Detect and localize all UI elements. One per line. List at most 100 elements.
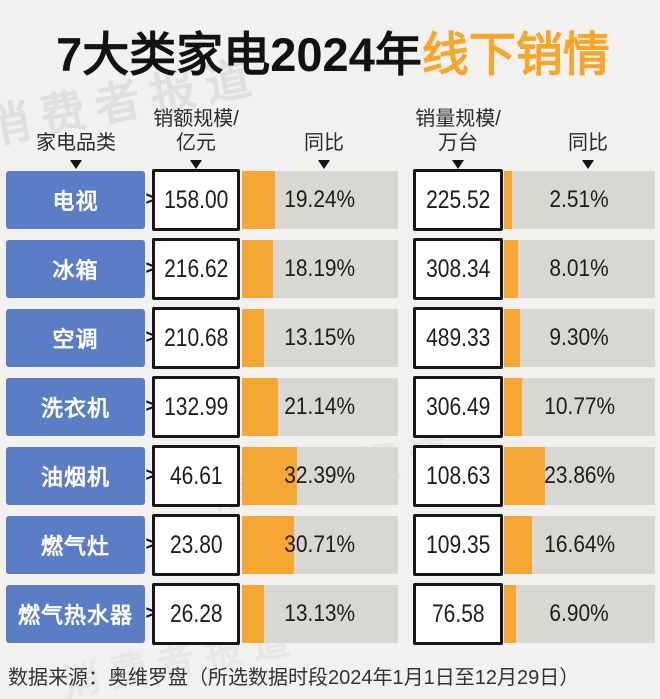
volume-yoy-bar-fill — [504, 171, 512, 229]
table-row: 空调 > 210.68 13.15% 489.33 9.30% — [0, 307, 660, 369]
volume-yoy-label: 2.51% — [549, 186, 610, 213]
table-row: 油烟机 > 46.61 32.39% 108.63 23.86% — [0, 445, 660, 507]
sales-volume-header-line2: 万台 — [438, 132, 478, 154]
value-yoy-bar-fill — [242, 447, 297, 505]
table-row: 冰箱 > 216.62 18.19% 308.34 8.01% — [0, 238, 660, 300]
sales-volume: 308.34 — [425, 254, 491, 283]
sales-volume: 108.63 — [425, 461, 491, 490]
sales-volume-box: 76.58 — [413, 583, 503, 645]
volume-yoy-bar: 10.77% — [504, 378, 655, 436]
arrow-right-icon: > — [145, 327, 157, 348]
volume-yoy-bar: 8.01% — [504, 240, 655, 298]
sales-volume-header-line1: 销量规模/ — [415, 108, 501, 130]
sales-volume: 306.49 — [425, 392, 491, 421]
sales-volume: 225.52 — [425, 185, 491, 214]
volume-yoy-label: 8.01% — [549, 255, 610, 282]
value-yoy-bar: 21.14% — [242, 378, 398, 436]
data-source-note: 数据来源：奥维罗盘（所选数据时段2024年1月1日至12月29日） — [8, 667, 580, 689]
category-box: 油烟机 — [6, 447, 145, 505]
value-yoy-bar: 32.39% — [242, 447, 398, 505]
value-yoy-label: 32.39% — [284, 462, 356, 489]
category-label: 冰箱 — [52, 258, 99, 283]
arrow-right-icon: > — [145, 258, 157, 279]
triangle-down-icon — [70, 160, 82, 169]
value-yoy-bar-fill — [242, 516, 294, 574]
sales-value: 26.28 — [169, 599, 223, 628]
sales-value-box: 132.99 — [152, 376, 240, 438]
category-label: 洗衣机 — [40, 396, 110, 421]
value-yoy-bar-fill — [242, 171, 275, 229]
sales-value: 210.68 — [163, 323, 229, 352]
value-yoy-label: 19.24% — [284, 186, 356, 213]
volume-yoy-label: 9.30% — [549, 324, 610, 351]
value-yoy-bar-fill — [242, 240, 273, 298]
sales-value: 132.99 — [163, 392, 229, 421]
category-box: 燃气热水器 — [6, 585, 145, 643]
sales-value-header-line1: 销额规模/ — [153, 108, 239, 130]
value-yoy-bar-fill — [242, 585, 264, 643]
value-yoy-bar-fill — [242, 378, 278, 436]
category-box: 洗衣机 — [6, 378, 145, 436]
sales-value-box: 216.62 — [152, 238, 240, 300]
sales-volume: 76.58 — [431, 599, 485, 628]
value-yoy-bar: 18.19% — [242, 240, 398, 298]
sales-value: 216.62 — [163, 254, 229, 283]
column-header-volume-yoy: 同比 — [568, 132, 608, 154]
volume-yoy-label: 10.77% — [544, 393, 615, 420]
value-yoy-label: 13.15% — [284, 324, 356, 351]
table-row: 燃气灶 > 23.80 30.71% 109.35 16.64% — [0, 514, 660, 576]
sales-value: 158.00 — [163, 185, 229, 214]
triangle-down-icon — [318, 160, 330, 169]
value-yoy-label: 18.19% — [284, 255, 356, 282]
sales-volume: 489.33 — [425, 323, 491, 352]
sales-volume-box: 109.35 — [413, 514, 503, 576]
volume-yoy-bar-fill — [504, 447, 545, 505]
volume-yoy-bar-fill — [504, 240, 518, 298]
volume-yoy-bar-fill — [504, 309, 520, 367]
table-row: 燃气热水器 > 26.28 13.13% 76.58 6.90% — [0, 583, 660, 645]
value-yoy-label: 13.13% — [284, 600, 356, 627]
arrow-right-icon: > — [145, 465, 157, 486]
category-box: 空调 — [6, 309, 145, 367]
category-label: 燃气热水器 — [17, 603, 133, 628]
column-header-category: 家电品类 — [36, 132, 116, 154]
volume-yoy-bar: 23.86% — [504, 447, 655, 505]
sales-volume-box: 108.63 — [413, 445, 503, 507]
sales-value: 46.61 — [169, 461, 223, 490]
category-label: 电视 — [52, 189, 99, 214]
arrow-right-icon: > — [145, 603, 157, 624]
arrow-right-icon: > — [145, 396, 157, 417]
sales-volume-box: 489.33 — [413, 307, 503, 369]
title-black-part: 7大类家电2024年 — [56, 28, 422, 81]
value-yoy-bar-fill — [242, 309, 264, 367]
volume-yoy-bar: 9.30% — [504, 309, 655, 367]
value-yoy-label: 21.14% — [284, 393, 356, 420]
category-box: 燃气灶 — [6, 516, 145, 574]
volume-yoy-bar: 16.64% — [504, 516, 655, 574]
category-label: 燃气灶 — [40, 534, 110, 559]
value-yoy-bar: 30.71% — [242, 516, 398, 574]
table-row: 洗衣机 > 132.99 21.14% 306.49 10.77% — [0, 376, 660, 438]
volume-yoy-bar-fill — [504, 585, 516, 643]
category-box: 电视 — [6, 171, 145, 229]
sales-volume-box: 308.34 — [413, 238, 503, 300]
value-yoy-bar: 13.13% — [242, 585, 398, 643]
volume-yoy-label: 23.86% — [544, 462, 615, 489]
column-header-value-yoy: 同比 — [304, 132, 344, 154]
value-yoy-label: 30.71% — [284, 531, 356, 558]
sales-volume-box: 225.52 — [413, 169, 503, 231]
triangle-down-icon — [190, 160, 202, 169]
page-title: 7大类家电2024年线下销情 — [0, 16, 660, 85]
table-row: 电视 > 158.00 19.24% 225.52 2.51% — [0, 169, 660, 231]
arrow-right-icon: > — [145, 534, 157, 555]
title-orange-part: 线下销情 — [421, 28, 610, 81]
volume-yoy-bar: 6.90% — [504, 585, 655, 643]
column-header-sales-value: 销额规模/亿元 — [136, 107, 256, 155]
value-yoy-bar: 13.15% — [242, 309, 398, 367]
sales-value-box: 23.80 — [152, 514, 240, 576]
triangle-down-icon — [582, 160, 594, 169]
arrow-right-icon: > — [145, 189, 157, 210]
sales-value: 23.80 — [169, 530, 223, 559]
category-box: 冰箱 — [6, 240, 145, 298]
